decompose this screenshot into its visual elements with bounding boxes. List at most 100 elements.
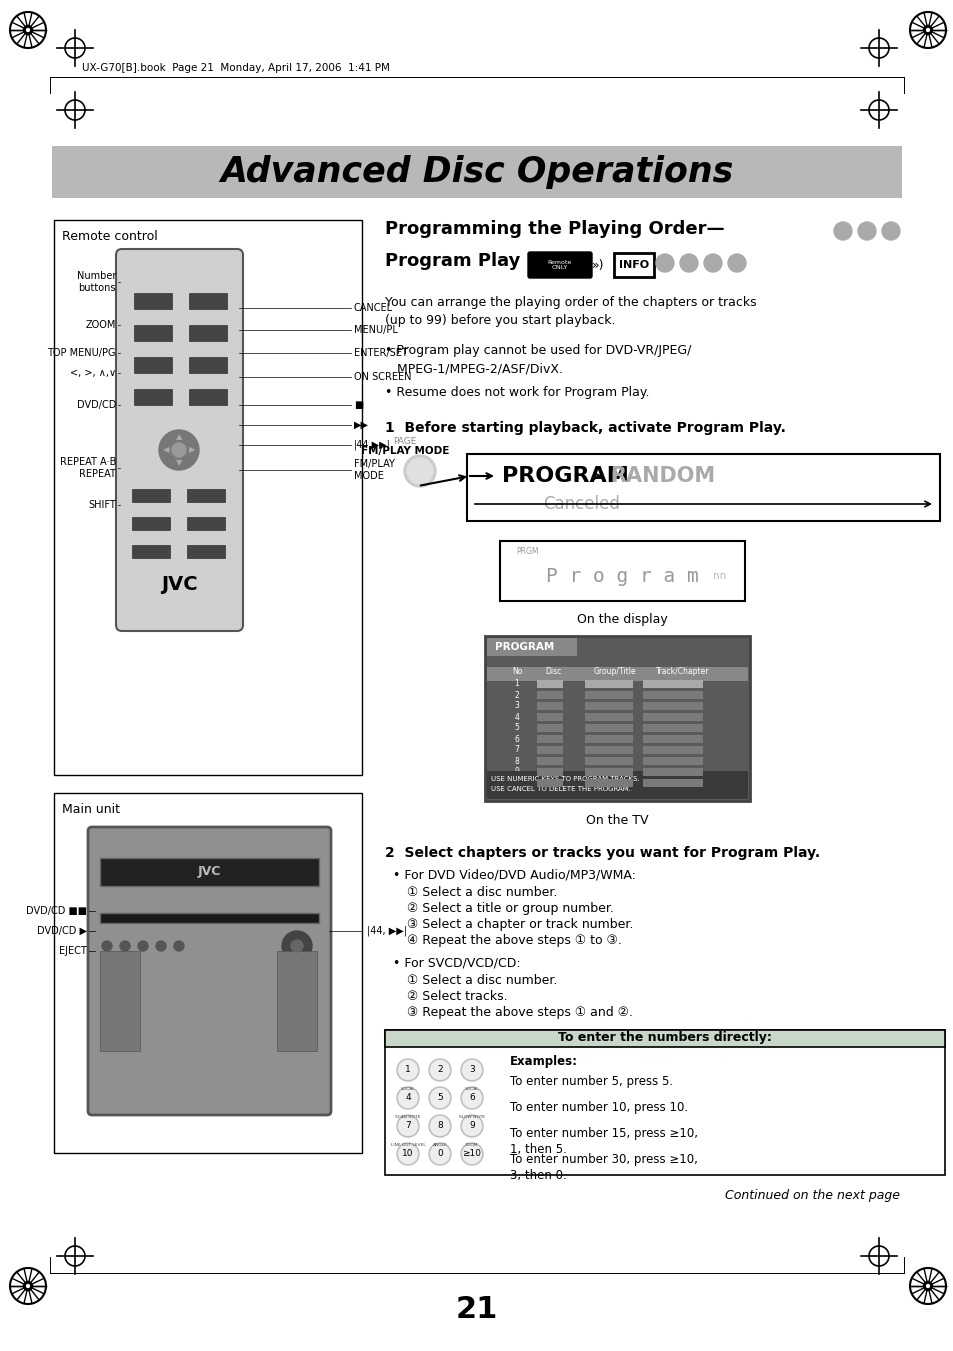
Text: • Program play cannot be used for DVD-VR/JPEG/
   MPEG-1/MPEG-2/ASF/DivX.: • Program play cannot be used for DVD-VR… — [385, 345, 691, 376]
Bar — [537, 757, 562, 765]
Bar — [584, 713, 633, 721]
Circle shape — [462, 1061, 481, 1079]
Circle shape — [430, 1061, 449, 1079]
Bar — [132, 544, 170, 558]
FancyBboxPatch shape — [116, 249, 243, 631]
Text: DVD/CD ■■: DVD/CD ■■ — [26, 907, 87, 916]
Text: ▶: ▶ — [189, 446, 195, 454]
Text: Remote
ONLY: Remote ONLY — [547, 259, 572, 270]
Text: ② Select a title or group number.: ② Select a title or group number. — [407, 902, 613, 915]
Circle shape — [282, 931, 312, 961]
Text: 6: 6 — [514, 735, 518, 743]
Bar — [537, 690, 562, 698]
Text: Main unit: Main unit — [62, 802, 120, 816]
Bar — [584, 690, 633, 698]
Bar — [537, 713, 562, 721]
Bar — [54, 793, 361, 1152]
Circle shape — [460, 1059, 482, 1081]
Text: <, >, ∧,∨: <, >, ∧,∨ — [70, 367, 116, 378]
Circle shape — [430, 1089, 449, 1108]
Circle shape — [925, 1285, 928, 1288]
Circle shape — [462, 1089, 481, 1108]
Text: 7: 7 — [514, 746, 518, 754]
Text: 3: 3 — [514, 701, 518, 711]
Bar — [132, 489, 170, 503]
Text: JVC: JVC — [160, 576, 197, 594]
FancyBboxPatch shape — [614, 253, 654, 277]
Text: ① Select a disc number.: ① Select a disc number. — [407, 974, 557, 988]
Circle shape — [102, 942, 112, 951]
Circle shape — [656, 254, 673, 272]
Circle shape — [398, 1061, 417, 1079]
Bar — [642, 780, 702, 788]
Text: RANDOM: RANDOM — [609, 466, 715, 486]
Text: 21: 21 — [456, 1294, 497, 1324]
Bar — [132, 517, 170, 530]
Text: ANGLE: ANGLE — [432, 1143, 447, 1147]
Text: INFO: INFO — [618, 259, 648, 270]
Bar — [584, 746, 633, 754]
Circle shape — [27, 28, 30, 31]
Text: SLOW NOTE: SLOW NOTE — [458, 1115, 484, 1119]
Text: 6: 6 — [469, 1093, 475, 1102]
Text: PROGRAM: PROGRAM — [501, 466, 628, 486]
Text: »): ») — [591, 258, 603, 272]
Bar — [133, 357, 172, 373]
Bar — [642, 690, 702, 698]
Circle shape — [460, 1088, 482, 1109]
Text: Remote control: Remote control — [62, 230, 157, 243]
Circle shape — [120, 942, 130, 951]
Circle shape — [156, 942, 166, 951]
Text: ZOOM: ZOOM — [465, 1143, 478, 1147]
Text: MENU/PL: MENU/PL — [354, 326, 397, 335]
Circle shape — [396, 1088, 418, 1109]
Circle shape — [857, 222, 875, 240]
Circle shape — [460, 1115, 482, 1138]
Bar — [642, 680, 702, 688]
Text: 8: 8 — [436, 1121, 442, 1131]
Text: 5: 5 — [436, 1093, 442, 1102]
Circle shape — [679, 254, 698, 272]
Bar — [642, 767, 702, 775]
Bar — [642, 713, 702, 721]
Circle shape — [396, 1115, 418, 1138]
Text: 2: 2 — [514, 690, 518, 700]
Text: JVC: JVC — [197, 866, 220, 878]
Bar — [187, 489, 225, 503]
Bar — [584, 724, 633, 732]
Circle shape — [27, 1285, 30, 1288]
Bar — [100, 913, 318, 923]
Text: CANCEL: CANCEL — [354, 303, 393, 313]
Bar — [100, 858, 318, 886]
Bar — [584, 680, 633, 688]
Text: 1: 1 — [514, 680, 518, 689]
Bar — [100, 951, 140, 1051]
Text: 10: 10 — [512, 778, 521, 788]
Bar — [642, 735, 702, 743]
Text: SHIFT: SHIFT — [89, 500, 116, 509]
Bar — [189, 293, 227, 309]
Circle shape — [462, 1116, 481, 1135]
Bar — [537, 735, 562, 743]
Bar — [537, 703, 562, 711]
Bar — [54, 220, 361, 775]
Circle shape — [403, 455, 436, 486]
Bar — [584, 703, 633, 711]
Circle shape — [923, 26, 931, 35]
Bar — [486, 667, 747, 681]
Text: No: No — [511, 667, 521, 677]
Bar — [133, 389, 172, 405]
FancyBboxPatch shape — [527, 253, 592, 278]
Text: FM/PLAY MODE: FM/PLAY MODE — [360, 446, 449, 457]
Text: Advanced Disc Operations: Advanced Disc Operations — [220, 155, 733, 189]
Text: ④ Repeat the above steps ① to ③.: ④ Repeat the above steps ① to ③. — [407, 934, 621, 947]
Text: USE CANCEL TO DELETE THE PROGRAM.: USE CANCEL TO DELETE THE PROGRAM. — [491, 786, 630, 792]
Text: ▼: ▼ — [175, 458, 182, 467]
Circle shape — [430, 1144, 449, 1163]
Bar — [385, 1029, 944, 1175]
Text: Program Play: Program Play — [385, 253, 519, 270]
Text: nn: nn — [713, 571, 726, 581]
Bar — [484, 636, 749, 801]
Text: 0: 0 — [436, 1150, 442, 1159]
Text: DVD/CD: DVD/CD — [76, 400, 116, 409]
